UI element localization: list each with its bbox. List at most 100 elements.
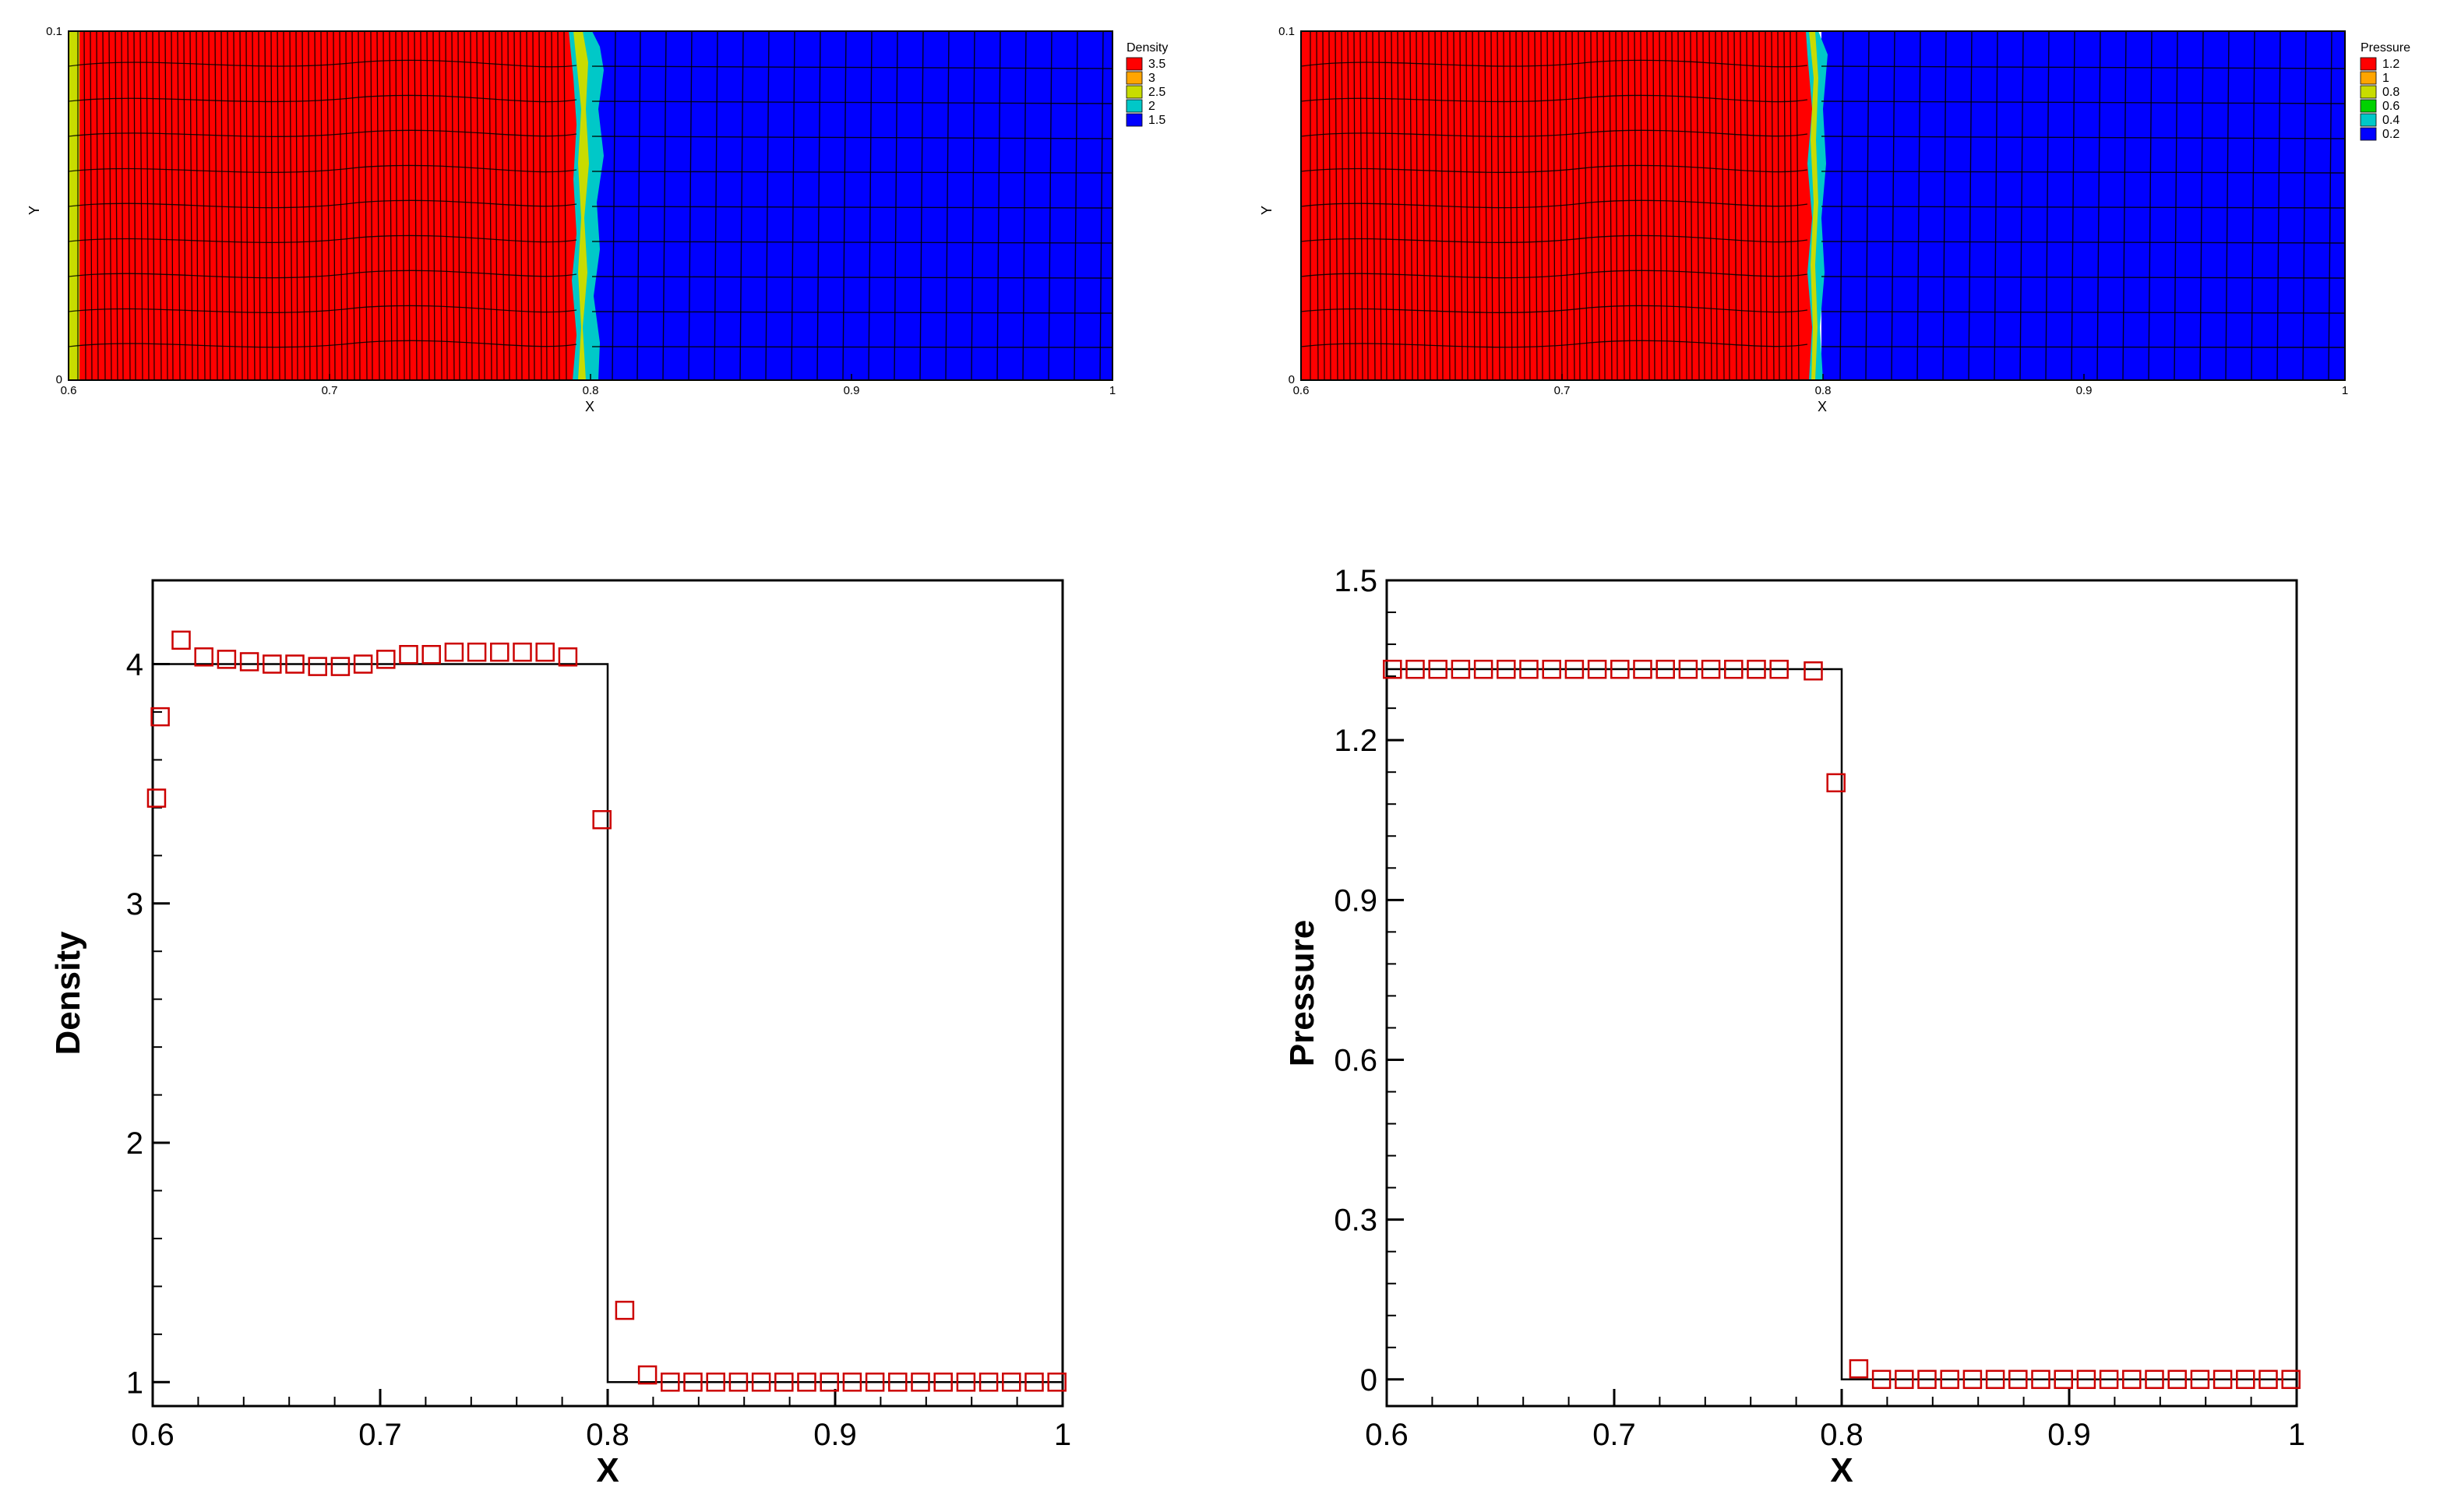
x-tick-label: 1	[1054, 1418, 1071, 1452]
contour-x-tick-label: 0.8	[583, 384, 599, 397]
legend-level-label: 3.5	[1148, 58, 1165, 71]
numerical-data-point	[888, 1373, 908, 1392]
numerical-data-point	[239, 652, 259, 671]
numerical-data-point	[956, 1373, 976, 1392]
numerical-data-point	[751, 1373, 771, 1392]
pressure-line-plot: 0.6 0.7 0.8 0.9 1 0 0.3 0.6 0.9 1.2 1.5 X Pressure	[1283, 564, 2305, 1489]
x-tick-label: 0.6	[131, 1418, 175, 1452]
x-tick-label: 0.6	[1365, 1418, 1409, 1452]
density-mesh-right	[591, 31, 1112, 380]
y-tick-label: 0.9	[1334, 883, 1377, 918]
numerical-data-point	[2031, 1369, 2050, 1390]
x-tick-label: 0.8	[586, 1418, 629, 1452]
legend-swatch	[1126, 113, 1143, 127]
legend-swatch	[2360, 127, 2377, 141]
numerical-data-point	[1497, 659, 1516, 679]
pressure-contour-xlabel: X	[1818, 399, 1827, 414]
numerical-data-point	[774, 1373, 794, 1392]
numerical-data-point	[2145, 1369, 2164, 1390]
numerical-data-point	[1985, 1369, 2005, 1390]
numerical-data-point	[285, 654, 305, 674]
numerical-data-point	[353, 654, 373, 674]
x-tick-label: 0.7	[358, 1418, 402, 1452]
numerical-data-point	[911, 1373, 930, 1392]
density-plot-content: 0.6 0.7 0.8 0.9 1 1 2 3 4	[126, 630, 1071, 1452]
x-tick-label: 0.7	[1592, 1418, 1636, 1452]
numerical-data-point	[683, 1373, 703, 1392]
numerical-data-point	[1564, 659, 1585, 679]
numerical-data-point	[1383, 659, 1402, 679]
pressure-contour-plot: 0.6 0.7 0.8 0.9 1 X 0 0.1 Y Pressure 1.210.8…	[1259, 25, 2410, 414]
numerical-data-point	[1849, 1359, 1869, 1379]
x-tick-label: 0.9	[2047, 1418, 2091, 1452]
pressure-contour-ytick-0: 0	[1289, 373, 1295, 386]
pressure-contour-x-ticks: 0.6 0.7 0.8 0.9 1	[1293, 374, 2348, 397]
y-tick-label: 3	[126, 887, 143, 922]
y-tick-label: 1.5	[1334, 564, 1377, 598]
numerical-data-point	[1047, 1373, 1067, 1392]
numerical-data-point	[1610, 659, 1630, 679]
legend-level-label: 0.8	[2382, 86, 2399, 99]
contour-x-tick-label: 0.7	[1554, 384, 1571, 397]
pressure-plot-content: 0.6 0.7 0.8 0.9 1 0 0.3 0.6 0.9 1.2 1.5	[1334, 564, 2305, 1452]
legend-level-label: 2	[1148, 100, 1155, 113]
numerical-data-point	[308, 657, 327, 676]
legend-level-label: 0.4	[2382, 114, 2399, 127]
numerical-data-point	[171, 630, 191, 650]
density-contour-ytick-0: 0	[56, 373, 62, 386]
density-contour-ylabel: Y	[26, 206, 42, 215]
numerical-data-point	[1826, 773, 1846, 793]
density-contour-plot: 0.6 0.7 0.8 0.9 1 X 0 0.1 Y Density 3.532.52…	[26, 25, 1168, 414]
y-tick-label: 1.2	[1334, 724, 1377, 758]
pressure-mesh-left	[1301, 31, 1808, 380]
contour-x-tick-label: 0.9	[844, 384, 860, 397]
y-tick-label: 0	[1360, 1363, 1377, 1397]
legend-level-label: 1.5	[1148, 114, 1165, 127]
numerical-data-point	[2281, 1369, 2301, 1390]
numerical-data-point	[535, 642, 555, 662]
numerical-data-point	[263, 654, 282, 674]
pressure-field-low-region	[1821, 31, 2345, 380]
legend-level-label: 1	[2382, 72, 2389, 85]
numerical-data-point	[1428, 659, 1447, 679]
numerical-data-point	[444, 642, 464, 662]
numerical-data-point	[865, 1373, 885, 1392]
legend-level-label: 0.2	[2382, 128, 2399, 141]
numerical-data-point	[513, 642, 532, 662]
numerical-data-point	[592, 809, 612, 830]
legend-swatch	[2360, 57, 2377, 71]
contour-x-tick-label: 1	[2342, 384, 2348, 397]
numerical-data-point	[728, 1373, 749, 1392]
numerical-data-point	[1917, 1369, 1937, 1390]
numerical-data-point	[217, 650, 237, 669]
legend-swatch	[2360, 71, 2377, 85]
pressure-ylabel: Pressure	[1283, 920, 1321, 1066]
legend-level-label: 2.5	[1148, 86, 1165, 99]
numerical-data-point	[661, 1373, 680, 1392]
numerical-data-point	[146, 788, 167, 808]
numerical-data-point	[797, 1373, 816, 1392]
numerical-data-point	[1747, 659, 1766, 679]
numerical-data-point	[1587, 659, 1607, 679]
numerical-data-point	[1024, 1373, 1044, 1392]
numerical-data-point	[2190, 1369, 2210, 1390]
numerical-data-point	[2258, 1369, 2278, 1390]
density-contour-ytick-1: 0.1	[46, 25, 62, 38]
density-mesh-left	[69, 31, 577, 380]
numerical-data-point	[1895, 1369, 1914, 1390]
numerical-data-point	[194, 647, 213, 667]
numerical-data-point	[2213, 1369, 2233, 1390]
y-tick-label: 4	[126, 648, 143, 682]
y-tick-label: 1	[126, 1366, 143, 1400]
legend-swatch	[2360, 113, 2377, 127]
numerical-data-point	[1804, 661, 1823, 681]
x-tick-label: 1	[2288, 1418, 2305, 1452]
legend-swatch	[1126, 85, 1143, 99]
y-tick-label: 0.3	[1334, 1204, 1377, 1238]
numerical-data-point	[399, 644, 418, 664]
numerical-data-point	[933, 1373, 953, 1392]
y-tick-label: 2	[126, 1126, 143, 1161]
numerical-data-point	[376, 650, 396, 669]
density-line-plot: 0.6 0.7 0.8 0.9 1 1 2 3 4 X Density	[49, 579, 1071, 1489]
